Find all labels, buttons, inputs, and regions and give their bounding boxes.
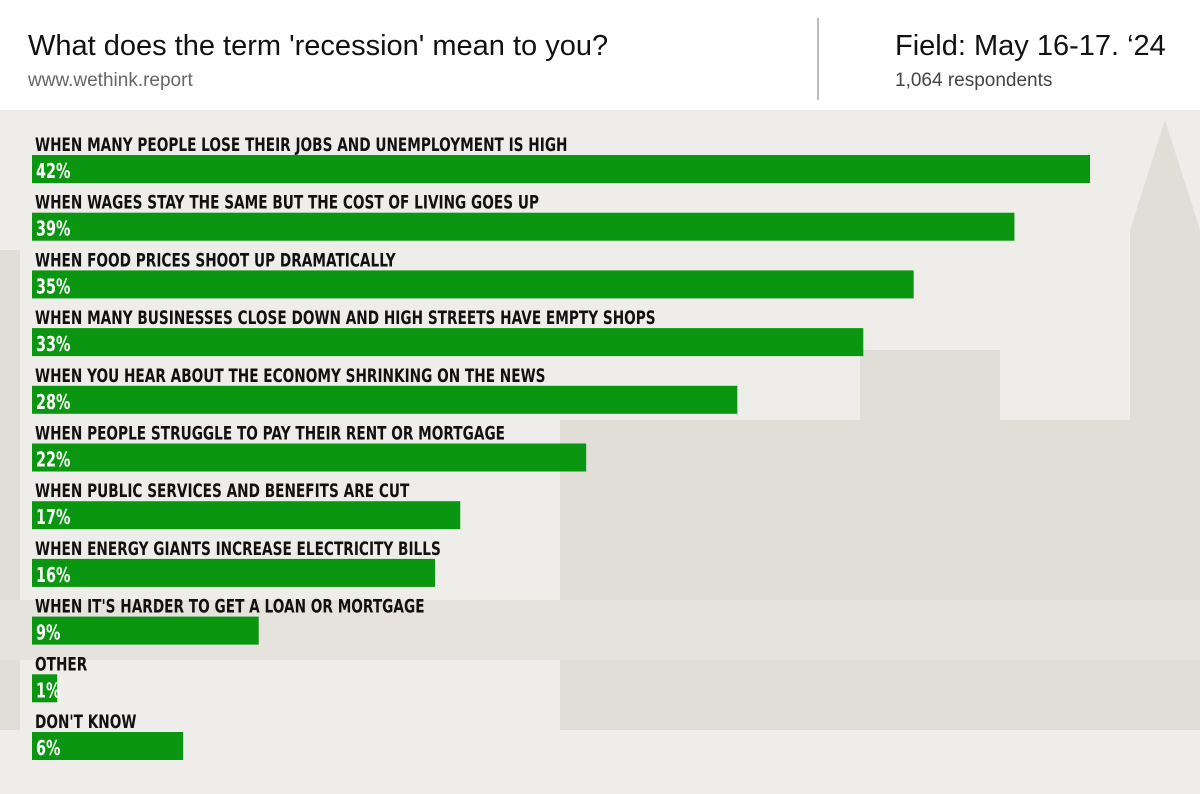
value-label: 16% [36,565,70,588]
value-label: 39% [36,218,70,241]
category-label: WHEN FOOD PRICES SHOOT UP DRAMATICALLY [35,249,397,271]
bar [32,501,461,530]
bar [32,155,1090,183]
value-label: 6% [36,738,60,761]
value-label: 17% [36,507,70,530]
value-label: 28% [36,392,70,415]
value-label: 1% [36,680,60,703]
bar [32,212,1015,241]
bar [32,616,259,645]
header [0,0,1200,110]
category-label: WHEN PUBLIC SERVICES AND BENEFITS ARE CU… [35,480,410,502]
bar [32,558,436,587]
value-label: 35% [36,276,70,299]
category-label: OTHER [35,653,87,675]
value-label: 33% [36,334,70,357]
bar [32,443,587,472]
category-label: DON'T KNOW [35,711,136,733]
respondents: 1,064 respondents [895,70,1052,91]
category-label: WHEN MANY PEOPLE LOSE THEIR JOBS AND UNE… [35,134,567,156]
bar [32,674,58,703]
bar [32,385,738,414]
bar [32,270,914,299]
value-label: 22% [36,449,70,472]
bar [32,732,184,760]
category-label: WHEN YOU HEAR ABOUT THE ECONOMY SHRINKIN… [35,365,546,387]
value-label: 9% [36,622,60,645]
category-label: WHEN PEOPLE STRUGGLE TO PAY THEIR RENT O… [35,422,505,444]
category-label: WHEN ENERGY GIANTS INCREASE ELECTRICITY … [35,538,441,560]
chart-title: What does the term 'recession' mean to y… [28,30,608,62]
category-label: WHEN MANY BUSINESSES CLOSE DOWN AND HIGH… [35,307,656,329]
source: www.wethink.report [27,70,193,91]
category-label: WHEN IT'S HARDER TO GET A LOAN OR MORTGA… [35,595,425,617]
background-silhouette [0,120,1200,730]
value-label: 42% [36,161,70,184]
bar [32,328,864,357]
field-date: Field: May 16-17. ‘24 [895,30,1166,62]
category-label: WHEN WAGES STAY THE SAME BUT THE COST OF… [35,191,539,213]
